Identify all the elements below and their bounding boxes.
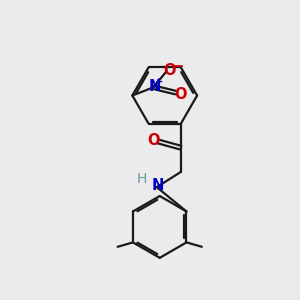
Text: H: H [137, 172, 147, 186]
Text: O: O [148, 133, 160, 148]
Text: −: − [171, 58, 183, 74]
Text: O: O [164, 63, 176, 78]
Text: N: N [152, 178, 164, 194]
Text: O: O [175, 87, 187, 102]
Text: +: + [155, 77, 164, 87]
Text: N: N [148, 79, 161, 94]
